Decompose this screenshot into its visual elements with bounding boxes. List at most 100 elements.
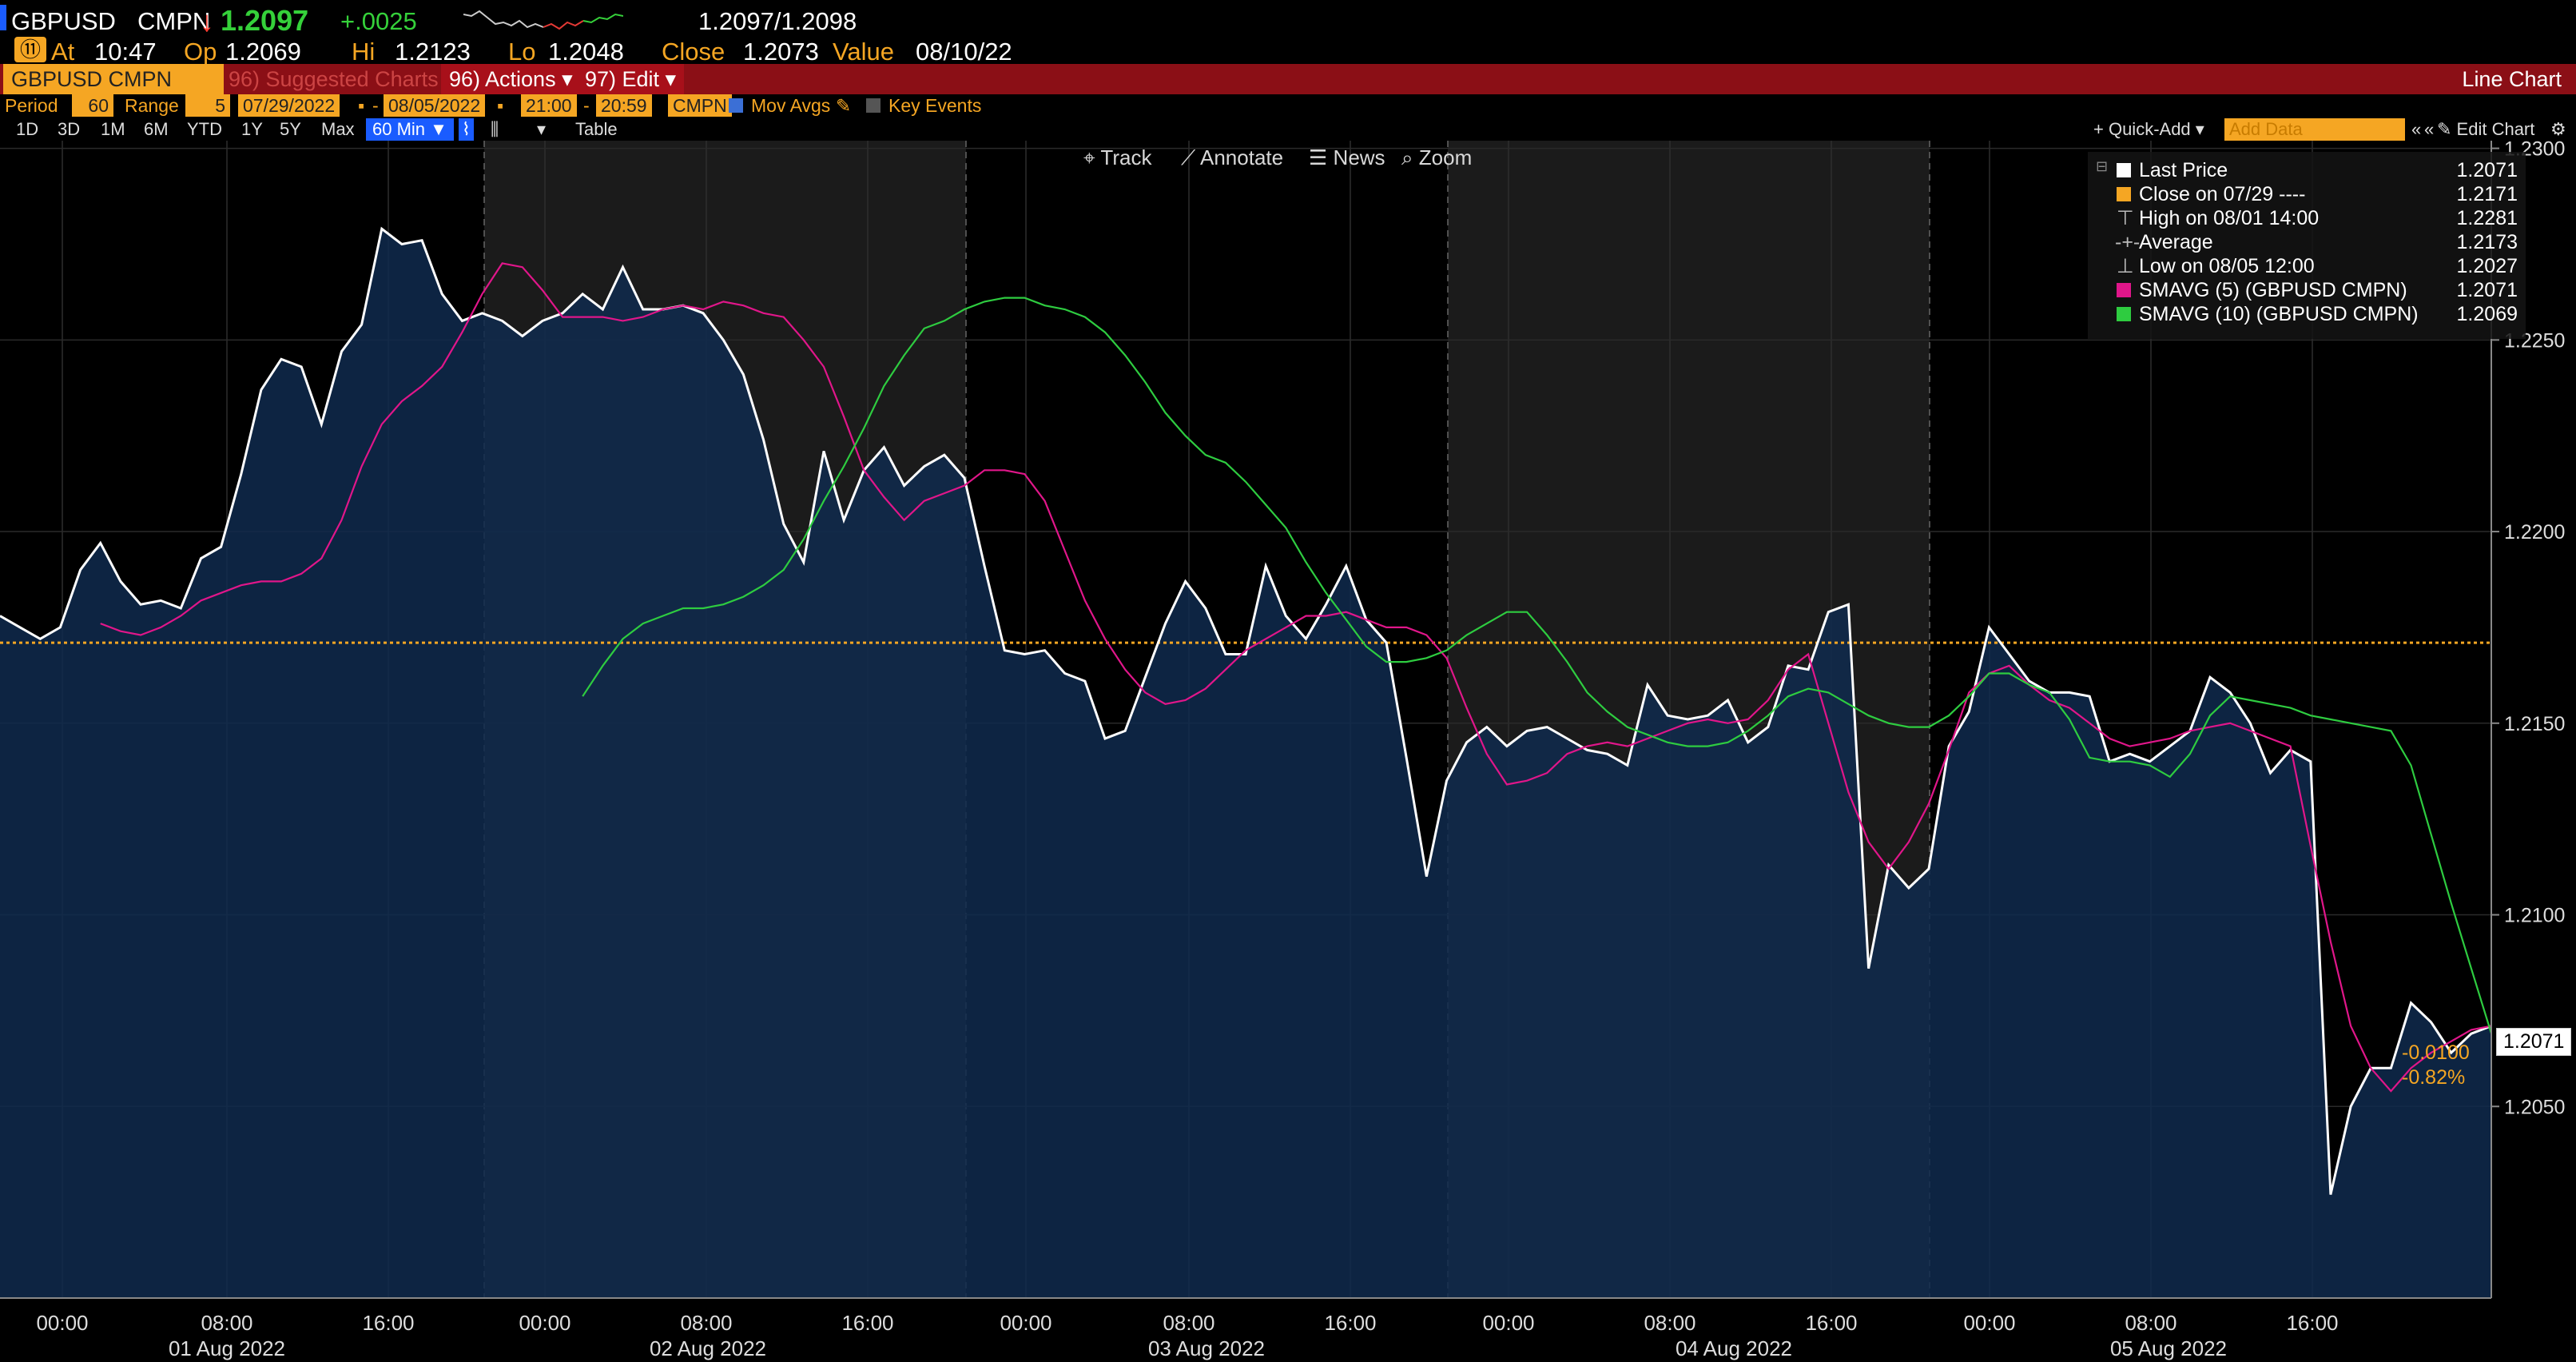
high-label: Hi — [352, 38, 376, 66]
quote-time: 10:47 — [94, 38, 157, 66]
legend-row[interactable]: -+- Average 1.2173 — [2088, 230, 2526, 254]
x-tick-label: 16:00 — [362, 1311, 414, 1335]
start-time-input[interactable]: 21:00 — [521, 94, 577, 117]
track-button[interactable]: ⌖ Track — [1083, 142, 1151, 173]
key-events-label[interactable]: Key Events — [888, 95, 982, 116]
ticker-marker — [0, 5, 6, 30]
period-label: Period — [5, 95, 58, 116]
net-change: +.0025 — [340, 7, 417, 35]
time-dash: - — [583, 95, 590, 116]
legend-label: Average — [2139, 231, 2213, 253]
expand-icon[interactable]: « — [2424, 119, 2435, 139]
security-field[interactable]: GBPUSD CMPN Curn — [3, 64, 224, 94]
key-events-checkbox[interactable] — [866, 98, 881, 113]
legend-label: SMAVG (5) (GBPUSD CMPN) — [2139, 279, 2407, 301]
range-input[interactable]: 5 — [185, 94, 230, 117]
range-button-1y[interactable]: 1Y — [241, 119, 263, 139]
open-label: Op — [184, 38, 217, 66]
bar-chart-icon[interactable]: ⫼ — [491, 119, 499, 139]
high-value: 1.2123 — [395, 38, 471, 66]
legend-value: 1.2071 — [2456, 159, 2518, 181]
x-day-label: 03 Aug 2022 — [1148, 1336, 1265, 1360]
settings-gear-icon[interactable]: ⚙ — [2550, 119, 2566, 139]
legend-collapse-icon[interactable]: ⊟ — [2096, 158, 2109, 174]
legend-row[interactable]: SMAVG (5) (GBPUSD CMPN) 1.2071 — [2088, 278, 2526, 302]
calendar-start-icon[interactable]: ▪ — [358, 95, 365, 116]
x-day-label: 02 Aug 2022 — [650, 1336, 766, 1360]
range-button-1m[interactable]: 1M — [101, 119, 125, 139]
x-day-label: 01 Aug 2022 — [169, 1336, 285, 1360]
ticker-symbol[interactable]: GBPUSD — [11, 7, 116, 35]
range-button-1d[interactable]: 1D — [16, 119, 39, 139]
end-date-input[interactable]: 08/05/2022 — [384, 94, 486, 117]
date-dash: - — [372, 95, 379, 116]
annotate-button[interactable]: ⟋ Annotate — [1181, 142, 1283, 173]
quick-add-button[interactable]: + Quick-Add ▾ — [2093, 119, 2204, 139]
pencil-icon[interactable]: ✎ — [836, 95, 852, 116]
legend-row[interactable]: ⊥ Low on 08/05 12:00 1.2027 — [2088, 254, 2526, 278]
magnifier-icon: ⌕ — [1401, 145, 1413, 169]
smavg10-line — [582, 297, 2493, 1034]
interval-dropdown[interactable]: 60 Min ▼ — [366, 118, 454, 141]
collapse-icon[interactable]: « — [2411, 119, 2422, 139]
legend-row[interactable]: SMAVG (10) (GBPUSD CMPN) 1.2069 — [2088, 302, 2526, 326]
calendar-end-icon[interactable]: ▪ — [497, 95, 504, 116]
legend-label: SMAVG (10) (GBPUSD CMPN) — [2139, 303, 2419, 325]
end-time-input[interactable]: 20:59 — [596, 94, 652, 117]
news-label: News — [1333, 145, 1385, 169]
net-change-tag: -0.0100 — [2402, 1041, 2470, 1064]
zoom-button[interactable]: ⌕ Zoom — [1401, 142, 1472, 173]
legend-swatch-close — [2117, 187, 2131, 201]
last-price: 1.2097 — [221, 4, 309, 37]
chart-toolbar: GBPUSD CMPN Curn 96) Suggested Charts 96… — [0, 64, 2576, 94]
y-tick-label: 1.2200 — [2504, 521, 2565, 544]
legend-row[interactable]: Last Price 1.2071 — [2088, 158, 2526, 182]
x-tick-label: 00:00 — [36, 1311, 88, 1335]
alert-icon[interactable]: ⑪ — [14, 37, 46, 62]
actions-menu[interactable]: 96) Actions ▾ — [441, 64, 581, 94]
period-input[interactable]: 60 — [72, 94, 113, 117]
mov-avgs-checkbox[interactable] — [729, 98, 743, 113]
legend-value: 1.2069 — [2456, 303, 2518, 325]
range-button-ytd[interactable]: YTD — [187, 119, 222, 139]
x-tick-label: 00:00 — [519, 1311, 570, 1335]
news-icon: ☰ — [1309, 145, 1328, 169]
mov-avgs-label[interactable]: Mov Avgs — [751, 95, 831, 116]
last-price-line — [0, 226, 2492, 1195]
suggested-charts-button[interactable]: 96) Suggested Charts — [229, 67, 439, 91]
legend-row[interactable]: Close on 07/29 ---- 1.2171 — [2088, 182, 2526, 206]
range-button-5y[interactable]: 5Y — [280, 119, 301, 139]
edit-menu[interactable]: 97) Edit ▾ — [577, 64, 685, 94]
legend-swatch-last-price — [2117, 163, 2131, 177]
table-button[interactable]: Table — [575, 119, 618, 139]
legend-row[interactable]: ⊤ High on 08/01 14:00 1.2281 — [2088, 206, 2526, 230]
range-button-6m[interactable]: 6M — [144, 119, 169, 139]
x-tick-label: 16:00 — [1324, 1311, 1376, 1335]
close-label: Close — [662, 38, 725, 66]
average-marker-icon: -+- — [2115, 231, 2141, 253]
value-date: 08/10/22 — [916, 38, 1012, 66]
low-value: 1.2048 — [548, 38, 624, 66]
legend-label: Low on 08/05 12:00 — [2139, 255, 2315, 277]
pct-change-tag: -0.82% — [2402, 1066, 2466, 1089]
range-button-3d[interactable]: 3D — [58, 119, 81, 139]
start-date-input[interactable]: 07/29/2022 — [238, 94, 340, 117]
range-button-max[interactable]: Max — [321, 119, 355, 139]
price-chart[interactable]: 1.23001.22501.22001.21501.21001.205000:0… — [0, 141, 2576, 1362]
line-chart-icon[interactable]: ⌇ — [459, 118, 474, 141]
add-data-input[interactable]: Add Data — [2224, 118, 2405, 141]
legend-value: 1.2027 — [2456, 255, 2518, 277]
chart-type-label: Line Chart — [2462, 67, 2562, 91]
legend-value: 1.2173 — [2456, 231, 2518, 253]
value-label: Value — [833, 38, 894, 66]
chart-type-dropdown-icon[interactable]: ▾ — [537, 119, 547, 139]
x-day-label: 04 Aug 2022 — [1676, 1336, 1792, 1360]
edit-chart-button[interactable]: ✎ Edit Chart — [2437, 119, 2535, 139]
x-tick-label: 08:00 — [201, 1311, 252, 1335]
news-button[interactable]: ☰ News — [1309, 142, 1385, 173]
x-tick-label: 16:00 — [1805, 1311, 1857, 1335]
y-tick-label: 1.2050 — [2504, 1096, 2565, 1118]
high-marker-icon: ⊤ — [2117, 207, 2134, 229]
x-tick-label: 16:00 — [841, 1311, 893, 1335]
source-input[interactable]: CMPN — [668, 94, 732, 117]
